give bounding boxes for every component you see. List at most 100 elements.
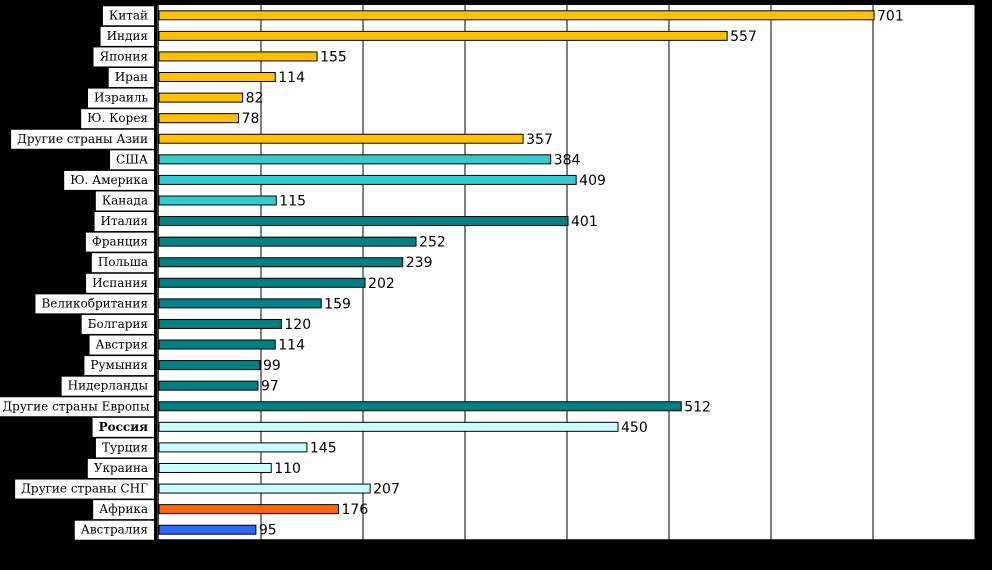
category-label: США	[116, 152, 148, 166]
category-label-box	[61, 376, 154, 396]
bar	[158, 154, 552, 165]
bar	[158, 298, 322, 309]
value-label: 155	[320, 49, 347, 65]
value-label: 114	[278, 70, 305, 86]
category-label-box	[11, 129, 154, 149]
category-label: Япония	[100, 49, 148, 63]
category-label-box	[81, 109, 154, 129]
value-label: 401	[571, 214, 598, 230]
value-label: 115	[279, 193, 306, 209]
value-label: 120	[284, 317, 311, 333]
value-label: 82	[246, 91, 264, 107]
category-label-box	[91, 253, 154, 273]
bar	[158, 174, 577, 185]
category-label-box	[74, 520, 154, 540]
category-label-box	[100, 26, 154, 46]
bar	[158, 318, 282, 329]
bar	[158, 10, 875, 21]
category-label-box	[92, 417, 154, 437]
category-label: Великобритания	[41, 296, 148, 310]
category-label-box	[64, 170, 154, 190]
value-label: 145	[310, 440, 337, 456]
bar	[158, 401, 682, 412]
category-label-box	[95, 191, 154, 211]
bar	[158, 257, 404, 268]
category-label: Украина	[94, 461, 148, 475]
category-label-box	[102, 6, 154, 26]
category-label: Индия	[107, 29, 148, 43]
bar	[158, 380, 259, 391]
bar	[158, 72, 276, 83]
category-label-box	[35, 294, 154, 314]
value-label: 252	[419, 235, 446, 251]
bar	[158, 421, 619, 432]
bar	[158, 195, 277, 206]
category-label: Россия	[99, 420, 149, 434]
value-label: 95	[259, 523, 277, 539]
value-label: 207	[373, 482, 400, 498]
category-label: Турция	[102, 440, 148, 454]
category-label-box	[85, 232, 154, 252]
category-label-box	[94, 212, 154, 232]
bar	[158, 462, 272, 473]
category-label: Канада	[102, 193, 148, 207]
category-labels: Китай Индия Япония Иран Израиль Ю. Корея Други…	[0, 6, 154, 540]
bar	[158, 277, 366, 288]
category-label-box	[87, 458, 154, 478]
bar	[158, 504, 340, 515]
bars	[158, 10, 875, 535]
category-label: Нидерланды	[68, 379, 149, 393]
category-label-box	[110, 150, 154, 170]
category-label-box	[93, 47, 154, 67]
category-label-box	[84, 356, 154, 376]
category-label: Китай	[109, 8, 148, 22]
category-label-box	[89, 335, 154, 355]
category-label: Польша	[98, 255, 148, 269]
value-label: 99	[263, 358, 281, 374]
category-label: Африка	[99, 502, 148, 516]
category-label-box	[88, 88, 154, 108]
category-label: Другие страны Азии	[17, 132, 148, 146]
value-label: 159	[324, 296, 351, 312]
bar	[158, 113, 240, 124]
category-label: Румыния	[90, 358, 148, 372]
category-label: Иран	[115, 70, 148, 84]
bar	[158, 30, 728, 41]
value-label: 110	[274, 461, 301, 477]
gridlines	[157, 5, 976, 541]
category-label-box	[81, 314, 154, 334]
category-label: Другие страны Европы	[2, 399, 150, 413]
value-label: 97	[261, 379, 279, 395]
category-label-box	[93, 500, 154, 520]
category-label: Ю. Корея	[87, 111, 148, 125]
value-label: 357	[526, 132, 553, 148]
bar	[158, 339, 276, 350]
value-label: 512	[684, 399, 711, 415]
value-label: 239	[406, 255, 433, 271]
bar	[158, 92, 244, 103]
bar	[158, 216, 569, 227]
value-label: 557	[730, 29, 757, 45]
category-label: Израиль	[94, 91, 148, 105]
category-label-box	[0, 397, 154, 417]
category-label-box	[108, 68, 154, 88]
category-label: Австрия	[96, 338, 148, 352]
value-label: 114	[278, 338, 305, 354]
category-label-box	[86, 273, 154, 293]
bar	[158, 442, 308, 453]
bar	[158, 133, 524, 144]
bar	[158, 236, 417, 247]
value-label: 176	[342, 502, 369, 518]
category-label-box	[95, 438, 154, 458]
value-label: 450	[621, 420, 648, 436]
value-label: 701	[877, 8, 904, 24]
category-label: Австралия	[81, 523, 148, 537]
category-label: Италия	[101, 214, 148, 228]
value-label: 409	[579, 173, 606, 189]
bar	[158, 524, 257, 535]
category-label: Другие страны СНГ	[21, 482, 148, 496]
category-label: Ю. Америка	[70, 173, 148, 187]
